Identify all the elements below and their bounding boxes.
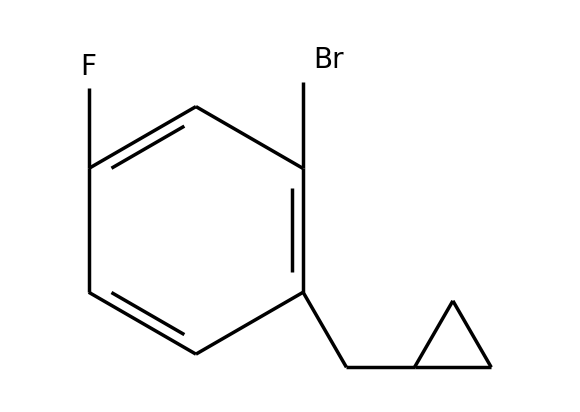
Text: F: F (81, 53, 97, 81)
Text: Br: Br (313, 47, 344, 75)
